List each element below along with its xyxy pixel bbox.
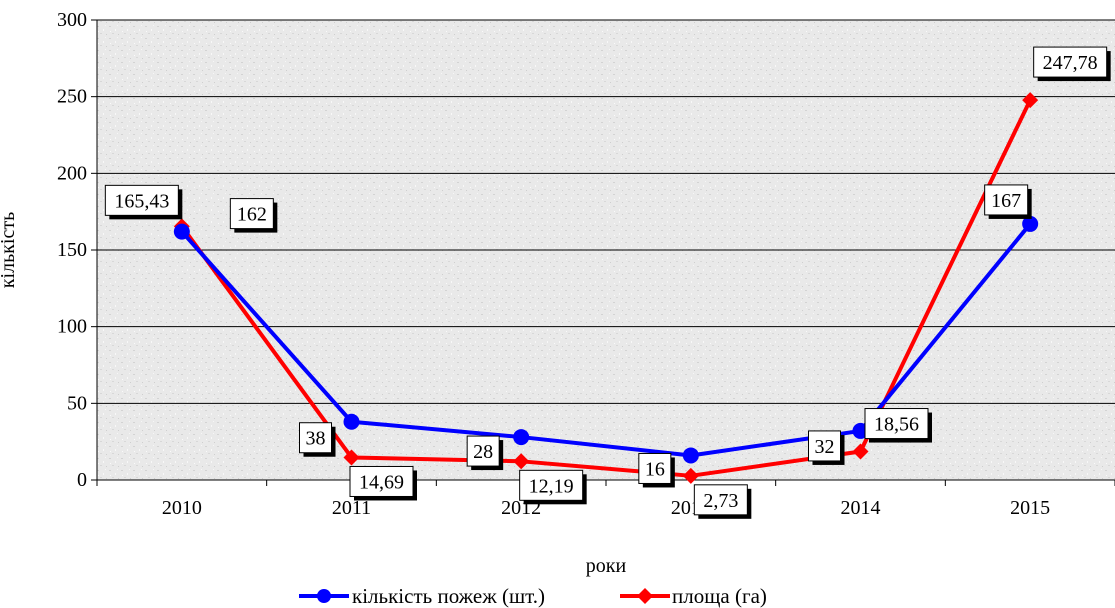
data-label-box (693, 484, 748, 516)
data-label-box (864, 408, 929, 440)
y-tick-label: 200 (57, 162, 87, 184)
data-label-series-1-2013: 16 (638, 452, 675, 488)
data-label-box (466, 435, 500, 467)
data-label-text: 38 (306, 428, 326, 450)
data-label-box (104, 184, 179, 216)
x-axis-ticks: 2010 2011 2012 2013 2014 2015 (96, 480, 1115, 519)
y-tick-label: 0 (77, 469, 87, 491)
data-label-series-2-2010: 165,43 (104, 184, 183, 220)
x-tick-label-2011: 2011 (332, 497, 371, 519)
data-label-text: 12,19 (529, 475, 574, 497)
series-lines (180, 99, 1032, 478)
x-axis-title: роки (586, 555, 627, 577)
series-2-point-2013 (682, 467, 699, 484)
legend-label-series-1: кількість пожеж (шт.) (352, 584, 545, 608)
data-label-series-1-2015: 167 (984, 184, 1032, 219)
data-label-text: 14,69 (359, 471, 404, 493)
data-label-box (984, 184, 1029, 216)
data-label-box (638, 452, 672, 484)
data-label-series-2-2012: 12,19 (519, 469, 587, 505)
legend-label-series-2: площа (га) (672, 584, 767, 608)
series-markers (173, 92, 1039, 484)
data-label-box (299, 422, 332, 454)
data-label-box (229, 198, 274, 230)
data-label-box (808, 430, 841, 462)
data-label-series-2-2011: 14,69 (349, 465, 417, 501)
series-1-point-2013 (682, 447, 699, 464)
data-label-text: 2,73 (703, 490, 738, 512)
series-1-point-2010 (173, 223, 190, 240)
series-2-point-2015 (1022, 92, 1039, 109)
y-axis-ticks: 0 50 100 150 200 250 300 (57, 9, 97, 491)
data-label-series-1-2012: 28 (466, 435, 504, 471)
series-1-point-2015 (1022, 215, 1039, 232)
legend-marker-series-1-icon (317, 589, 331, 603)
legend-marker-series-2-icon (637, 588, 653, 604)
data-label-text: 247,78 (1043, 52, 1098, 74)
data-label-series-2-2015: 247,78 (1033, 46, 1111, 82)
data-label-text: 32 (815, 436, 835, 458)
y-tick-label: 100 (57, 316, 87, 338)
series-2-point-2014 (852, 443, 869, 460)
series-2-point-2012 (513, 453, 530, 470)
data-label-text: 18,56 (874, 414, 919, 436)
y-tick-label: 50 (67, 392, 87, 414)
y-tick-label: 300 (57, 9, 87, 31)
data-label-text: 167 (991, 190, 1021, 212)
data-label-series-1-2010: 162 (229, 198, 278, 233)
data-label-series-1-2011: 38 (299, 422, 336, 457)
data-label-box (519, 469, 584, 501)
series-line-1 (180, 222, 1032, 458)
series-2-point-2011 (343, 449, 360, 466)
y-tick-label: 150 (57, 239, 87, 261)
data-label-text: 165,43 (114, 190, 169, 212)
data-labels: 162 38 28 16 32 167 165,43 14,69 12,19 2,73 18,56 2… (104, 46, 1111, 519)
data-label-series-2-2014: 18,56 (864, 408, 932, 443)
data-label-box (1033, 46, 1108, 78)
data-label-text: 28 (473, 441, 493, 463)
data-label-series-2-2013: 2,73 (693, 484, 752, 519)
x-tick-label-2014: 2014 (841, 497, 881, 519)
series-1-point-2011 (343, 413, 360, 430)
y-tick-label: 250 (57, 86, 87, 108)
x-tick-label-2015: 2015 (1010, 497, 1050, 519)
y-axis-title: кількість (0, 212, 19, 288)
series-line-2 (180, 99, 1032, 478)
data-label-text: 162 (237, 204, 267, 226)
data-label-series-1-2014: 32 (808, 430, 845, 465)
data-label-text: 16 (645, 458, 665, 480)
series-1-point-2012 (513, 429, 530, 446)
data-label-box (349, 465, 414, 497)
x-tick-label-2010: 2010 (162, 497, 202, 519)
legend: кількість пожеж (шт.) площа (га) (299, 584, 767, 608)
